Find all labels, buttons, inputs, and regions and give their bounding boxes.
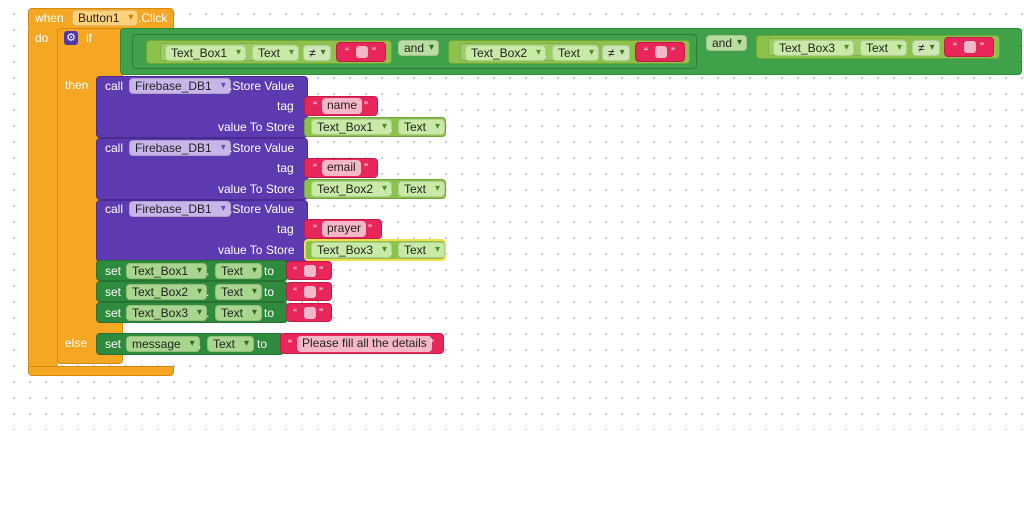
value-2-property-dropdown[interactable]: Text [398,181,446,197]
condition-3-property-dropdown[interactable]: Text [860,40,908,56]
set-label: set [105,264,122,278]
then-label: then [65,78,89,92]
to-label: to [257,337,268,351]
event-name-label: .Click [138,11,168,25]
tag-value-3[interactable]: prayer [322,221,367,237]
close-quote: ” [319,264,323,278]
open-quote: “ [345,45,349,59]
condition-2-component-dropdown[interactable]: Text_Box2 [465,45,547,61]
dot-separator: . [243,46,247,60]
condition-1-component-dropdown[interactable]: Text_Box1 [165,45,247,61]
to-label: to [264,306,275,320]
else-set-component-dropdown[interactable]: message [126,336,200,352]
call-label: call [105,79,124,93]
else-set-property-dropdown[interactable]: Text [207,336,255,352]
set-3-property-dropdown[interactable]: Text [215,305,263,321]
empty-string-slot [356,46,368,58]
when-label: when [35,11,64,25]
event-bottom-cap [28,366,174,376]
open-quote: “ [313,161,317,175]
close-quote: ” [319,285,323,299]
close-quote: ” [430,337,434,351]
mutator-gear-icon[interactable]: ⚙ [64,31,78,45]
value-to-store-label: value To Store [218,120,295,134]
tag-label: tag [277,222,294,236]
tag-value-1[interactable]: name [322,98,363,114]
value-1-property-dropdown[interactable]: Text [398,119,446,135]
store-3-component-dropdown[interactable]: Firebase_DB1 [129,201,231,217]
set-label: set [105,337,122,351]
method-label: .Store Value [229,79,295,93]
event-component-dropdown[interactable]: Button1 [72,10,139,26]
method-label: .Store Value [229,202,295,216]
set-2-component-dropdown[interactable]: Text_Box2 [126,284,208,300]
dot-separator: . [851,41,855,55]
close-quote: ” [319,306,323,320]
dot-separator: . [198,337,202,351]
call-label: call [105,202,124,216]
dot-separator: . [389,243,393,257]
open-quote: “ [953,40,957,54]
set-2-property-dropdown[interactable]: Text [215,284,263,300]
set-label: set [105,285,122,299]
to-label: to [264,285,275,299]
open-quote: “ [313,99,317,113]
empty-string-slot [964,41,976,53]
else-label: else [65,336,88,350]
empty-string-slot [304,286,316,298]
set-label: set [105,306,122,320]
condition-2-property-dropdown[interactable]: Text [552,45,600,61]
blocks-workspace[interactable]: when Button1 .Click do ⚙ if then else an… [0,0,1024,430]
open-quote: “ [313,222,317,236]
condition-3-operator-dropdown[interactable]: ≠ [912,40,940,56]
value-to-store-label: value To Store [218,182,295,196]
condition-2-operator-dropdown[interactable]: ≠ [602,45,630,61]
and-operator-dropdown-inner[interactable]: and [398,40,440,56]
value-3-component-dropdown[interactable]: Text_Box3 [311,242,393,258]
close-quote: ” [364,161,368,175]
dot-separator: . [389,182,393,196]
dot-separator: . [543,46,547,60]
set-1-component-dropdown[interactable]: Text_Box1 [126,263,208,279]
open-quote: “ [293,285,297,299]
empty-string-slot [304,265,316,277]
empty-string-slot [655,46,667,58]
value-3-property-dropdown[interactable]: Text [398,242,446,258]
open-quote: “ [644,45,648,59]
dot-separator: . [206,306,210,320]
do-label: do [35,31,49,45]
close-quote: ” [372,45,376,59]
value-to-store-label: value To Store [218,243,295,257]
set-3-component-dropdown[interactable]: Text_Box3 [126,305,208,321]
open-quote: “ [293,264,297,278]
tag-value-2[interactable]: email [322,160,361,176]
tag-label: tag [277,99,294,113]
value-1-component-dropdown[interactable]: Text_Box1 [311,119,393,135]
call-label: call [105,141,124,155]
dot-separator: . [206,285,210,299]
open-quote: “ [288,337,292,351]
to-label: to [264,264,275,278]
close-quote: ” [368,222,372,236]
and-operator-dropdown-outer[interactable]: and [706,35,748,51]
open-quote: “ [293,306,297,320]
store-1-component-dropdown[interactable]: Firebase_DB1 [129,78,231,94]
tag-label: tag [277,161,294,175]
set-1-property-dropdown[interactable]: Text [215,263,263,279]
close-quote: ” [364,99,368,113]
empty-string-slot [304,307,316,319]
value-2-component-dropdown[interactable]: Text_Box2 [311,181,393,197]
else-message-value[interactable]: Please fill all the details [297,336,432,352]
condition-1-property-dropdown[interactable]: Text [252,45,300,61]
condition-1-operator-dropdown[interactable]: ≠ [303,45,331,61]
event-body-spine [28,28,58,370]
if-label: if [86,31,92,45]
close-quote: ” [980,40,984,54]
condition-3-component-dropdown[interactable]: Text_Box3 [773,40,855,56]
dot-separator: . [389,120,393,134]
method-label: .Store Value [229,141,295,155]
dot-separator: . [206,264,210,278]
store-2-component-dropdown[interactable]: Firebase_DB1 [129,140,231,156]
close-quote: ” [671,45,675,59]
